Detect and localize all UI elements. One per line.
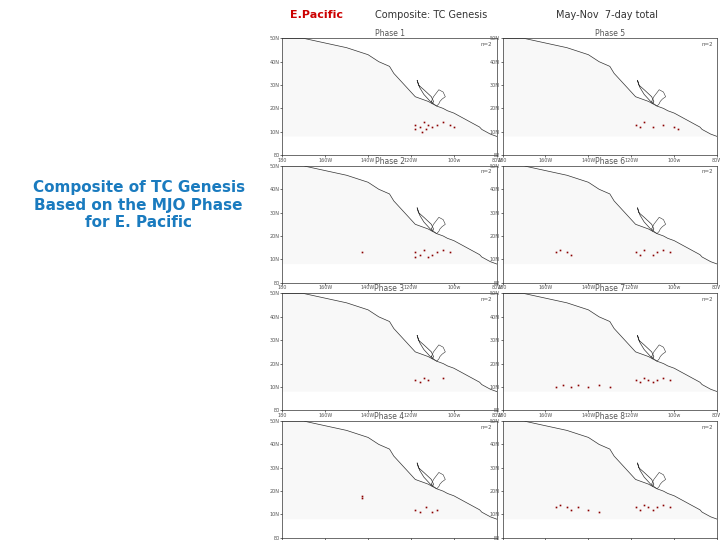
Text: n=2: n=2	[481, 170, 492, 174]
Polygon shape	[282, 166, 497, 264]
Title: Phase 6: Phase 6	[595, 157, 625, 166]
Title: Phase 1: Phase 1	[374, 29, 405, 38]
Polygon shape	[282, 421, 497, 519]
Text: E.Pacific: E.Pacific	[290, 10, 343, 20]
Text: n=2: n=2	[481, 424, 492, 429]
Text: May-Nov  7-day total: May-Nov 7-day total	[556, 10, 658, 20]
Text: Composite of TC Genesis
Based on the MJO Phase
for E. Pacific: Composite of TC Genesis Based on the MJO…	[32, 180, 245, 230]
Text: n=2: n=2	[701, 424, 713, 429]
Title: Phase 5: Phase 5	[595, 29, 625, 38]
Polygon shape	[503, 166, 717, 264]
Text: n=2: n=2	[481, 42, 492, 47]
Text: n=2: n=2	[701, 297, 713, 302]
Polygon shape	[503, 294, 717, 392]
Text: n=2: n=2	[701, 42, 713, 47]
Polygon shape	[282, 294, 497, 392]
Text: n=2: n=2	[481, 297, 492, 302]
Text: Composite: TC Genesis: Composite: TC Genesis	[374, 10, 487, 20]
Title: Phase 2: Phase 2	[374, 157, 405, 166]
Polygon shape	[503, 421, 717, 519]
Polygon shape	[503, 38, 717, 137]
Title: Phase 3: Phase 3	[374, 285, 405, 293]
Polygon shape	[282, 38, 497, 137]
Title: Phase 4: Phase 4	[374, 412, 405, 421]
Text: n=2: n=2	[701, 170, 713, 174]
Title: Phase 7: Phase 7	[595, 285, 625, 293]
Title: Phase 8: Phase 8	[595, 412, 625, 421]
